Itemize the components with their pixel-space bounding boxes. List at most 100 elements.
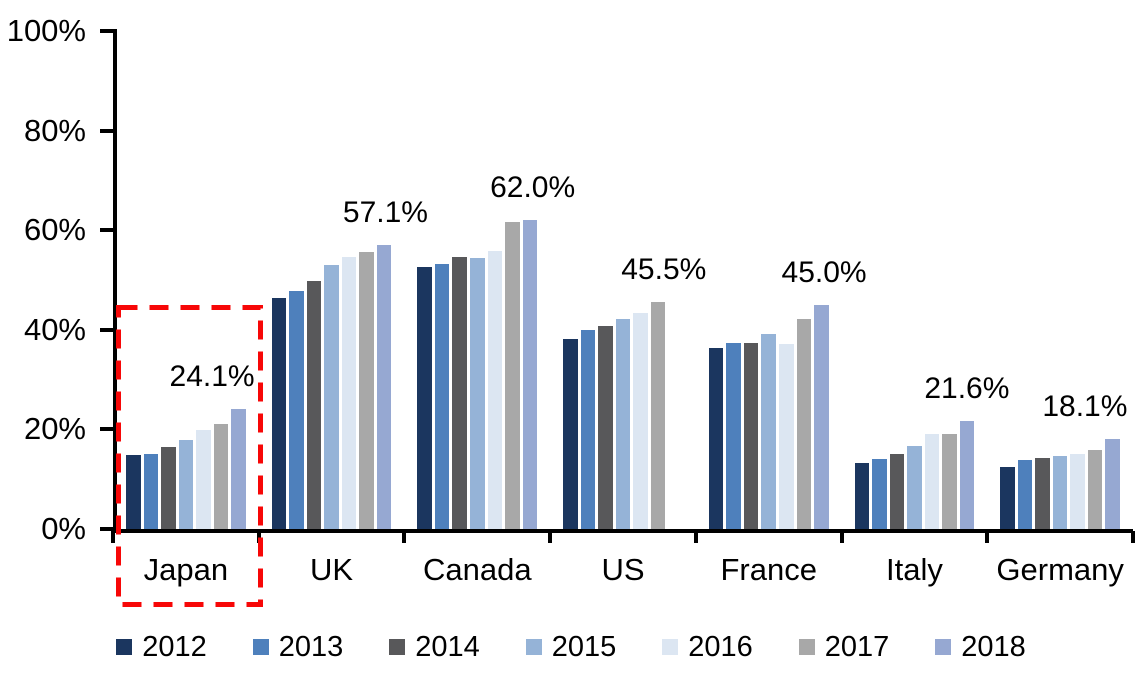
bar-2013-germany [1017, 459, 1033, 529]
bar-2016-japan [196, 429, 211, 529]
bar-2016-italy [924, 434, 940, 529]
legend: 2012 2013 2014 2015 2016 2017 2018 [0, 629, 1142, 665]
y-tick-mark [100, 527, 113, 531]
bar-group-us: 45.5% [550, 31, 706, 529]
bar-2016-france [778, 344, 794, 529]
bar-group-france: 45.0% [696, 31, 867, 529]
y-tick-label-100-: 100% [6, 13, 86, 48]
bar-slot-2016-uk [341, 31, 357, 529]
bar-2013-japan [143, 453, 159, 529]
category-label-canada: Canada [422, 552, 532, 587]
bar-slot-2018-japan [231, 31, 246, 529]
category-label-france: France [720, 552, 817, 587]
data-label-us: 45.5% [621, 253, 707, 287]
bar-slot-2012-france [708, 31, 724, 529]
bar-slot-2014-italy [889, 31, 905, 529]
bar-slot-2014-uk [306, 31, 322, 529]
y-tick-label-60-: 60% [23, 212, 86, 248]
legend-item-2015: 2015 [525, 629, 616, 665]
bar-slot-2017-germany [1087, 31, 1103, 529]
data-label-france: 45.0% [781, 255, 867, 289]
bar-slot-2018-germany [1105, 31, 1120, 529]
legend-label-2014: 2014 [415, 631, 480, 663]
bar-group-japan: 24.1% [113, 31, 259, 529]
legend-item-2012: 2012 [116, 629, 207, 665]
bar-2017-canada [505, 222, 520, 529]
bar-2012-uk [271, 297, 287, 529]
bar-slot-2018-canada [522, 31, 538, 529]
bar-2012-canada [417, 267, 432, 529]
bar-slot-2012-uk [271, 31, 287, 529]
bar-2017-japan [213, 424, 229, 529]
bar-slot-2016-germany [1070, 31, 1085, 529]
legend-label-2017: 2017 [824, 631, 890, 663]
y-tick-label-40-: 40% [23, 311, 86, 347]
data-label-italy: 21.6% [924, 372, 1010, 406]
y-tick-label-80-: 80% [23, 112, 86, 148]
bar-2014-japan [161, 446, 176, 529]
bar-2015-france [761, 333, 776, 529]
bar-slot-2012-japan [126, 31, 141, 529]
bar-2016-us [633, 312, 648, 529]
bar-slot-2017-canada [505, 31, 520, 529]
bar-2015-uk [324, 265, 339, 529]
x-tick-mark [985, 531, 990, 543]
bar-2018-italy [959, 421, 975, 529]
bar-2016-canada [487, 251, 503, 529]
legend-item-2016: 2016 [662, 629, 753, 665]
bar-slot-2013-germany [1017, 31, 1033, 529]
bar-slot-2018-france [814, 31, 829, 529]
bar-slot-2012-us [563, 31, 578, 529]
x-tick-mark [1131, 531, 1135, 543]
legend-item-2013: 2013 [252, 629, 343, 665]
data-label-germany: 18.1% [1042, 389, 1128, 423]
bar-slot-2017-italy [942, 31, 957, 529]
legend-swatch-2016 [662, 639, 679, 655]
bar-slot-2013-france [726, 31, 741, 529]
bar-2018-japan [231, 408, 246, 529]
bar-2012-france [708, 348, 724, 529]
category-label-italy: Italy [885, 552, 943, 587]
bar-slot-2013-uk [289, 31, 304, 529]
x-axis-line [113, 529, 1133, 533]
bar-2017-us [650, 302, 666, 529]
bar-2017-france [796, 318, 812, 529]
bar-2016-germany [1070, 453, 1085, 529]
bar-2015-japan [178, 440, 194, 529]
bar-2016-uk [341, 257, 357, 529]
bar-2012-japan [126, 454, 141, 529]
bar-group-germany: 18.1% [987, 31, 1133, 529]
bar-slot-2014-france [743, 31, 759, 529]
x-tick-mark [256, 531, 261, 543]
bar-slot-2015-canada [470, 31, 485, 529]
y-tick-mark [100, 128, 113, 133]
bar-slot-2014-germany [1035, 31, 1050, 529]
legend-swatch-2015 [525, 639, 542, 655]
bar-slot-2016-us [633, 31, 648, 529]
data-label-japan: 24.1% [169, 359, 255, 393]
bar-slot-2014-canada [452, 31, 468, 529]
x-tick-mark [111, 531, 115, 543]
bar-slot-2017-uk [359, 31, 374, 529]
legend-item-2017: 2017 [798, 629, 890, 665]
bar-2013-italy [872, 458, 887, 529]
bar-2014-canada [452, 257, 468, 529]
bar-2013-france [726, 343, 741, 529]
y-tick-label-0-: 0% [41, 511, 86, 546]
bar-2015-us [615, 319, 631, 529]
legend-label-2018: 2018 [961, 631, 1026, 663]
bar-2017-germany [1087, 450, 1103, 529]
legend-swatch-2014 [389, 639, 406, 655]
bar-2014-france [743, 342, 759, 529]
data-label-uk: 57.1% [342, 195, 428, 229]
bar-slot-2016-canada [487, 31, 503, 529]
bar-2015-italy [907, 445, 922, 529]
bar-2012-us [563, 338, 578, 529]
bar-group-italy: 21.6% [842, 31, 1009, 529]
bar-slot-2015-germany [1052, 31, 1068, 529]
bar-2018-uk [376, 244, 392, 529]
bar-2017-italy [942, 433, 957, 529]
bar-slot-2016-italy [924, 31, 940, 529]
bar-slot-2018-uk [376, 31, 392, 529]
bar-slot-2013-us [580, 31, 596, 529]
